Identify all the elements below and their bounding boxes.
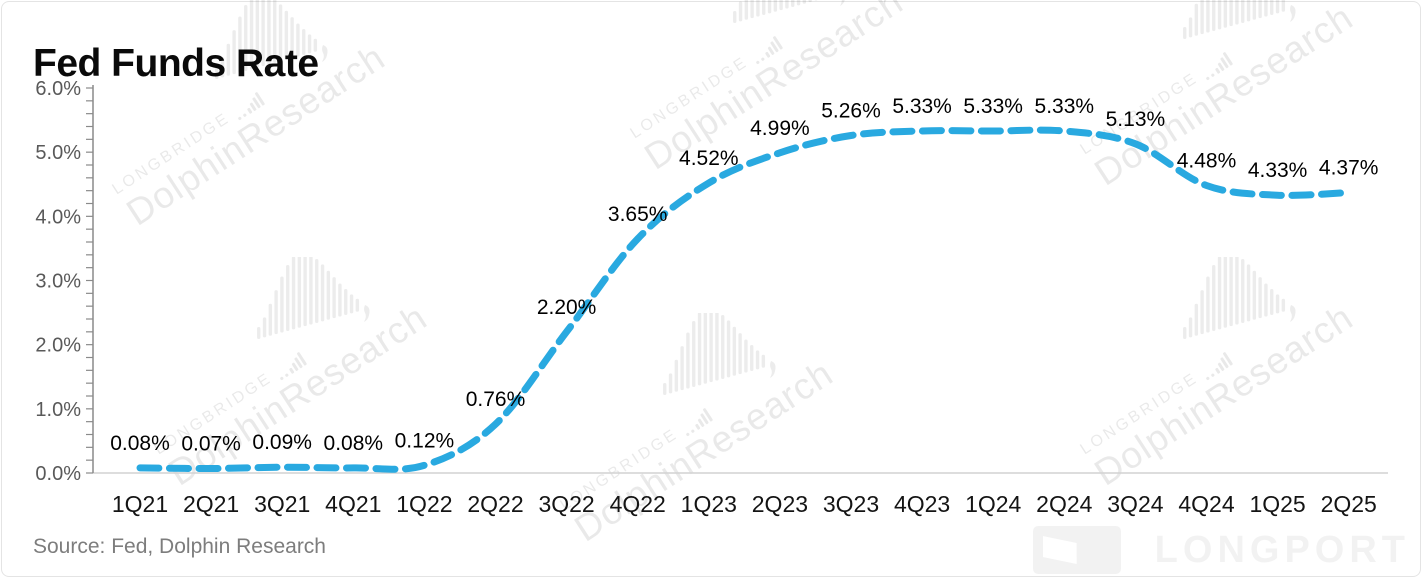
data-point-label: 0.12% bbox=[395, 429, 455, 452]
y-tick-label: 1.0% bbox=[35, 399, 81, 421]
x-tick-label: 4Q22 bbox=[610, 491, 666, 517]
x-tick-label: 2Q23 bbox=[752, 491, 808, 517]
x-tick-label: 1Q25 bbox=[1249, 491, 1305, 517]
data-point-label: 0.08% bbox=[324, 432, 384, 455]
x-tick-label: 1Q22 bbox=[396, 491, 452, 517]
data-point-label: 0.08% bbox=[110, 432, 170, 455]
data-point-label: 4.37% bbox=[1319, 157, 1379, 180]
data-point-label: 5.33% bbox=[1035, 95, 1095, 118]
y-tick-label: 2.0% bbox=[35, 335, 81, 357]
x-tick-label: 2Q24 bbox=[1036, 491, 1092, 517]
data-point-label: 0.09% bbox=[252, 431, 312, 454]
x-tick-label: 4Q21 bbox=[325, 491, 381, 517]
data-point-label: 5.33% bbox=[963, 95, 1023, 118]
y-tick-label: 3.0% bbox=[35, 271, 81, 293]
data-point-label: 5.13% bbox=[1106, 108, 1166, 131]
y-tick-label: 4.0% bbox=[35, 206, 81, 228]
x-tick-label: 3Q24 bbox=[1107, 491, 1163, 517]
y-tick-label: 0.0% bbox=[35, 463, 81, 485]
x-tick-label: 1Q23 bbox=[681, 491, 737, 517]
x-tick-label: 4Q23 bbox=[894, 491, 950, 517]
data-point-label: 3.65% bbox=[608, 203, 668, 226]
x-tick-label: 2Q25 bbox=[1321, 491, 1377, 517]
x-tick-label: 1Q21 bbox=[112, 491, 168, 517]
data-point-label: 4.52% bbox=[679, 147, 739, 170]
data-point-label: 4.48% bbox=[1177, 150, 1237, 173]
data-point-label: 4.33% bbox=[1248, 159, 1308, 182]
x-tick-label: 4Q24 bbox=[1178, 491, 1234, 517]
y-tick-label: 5.0% bbox=[35, 142, 81, 164]
x-tick-label: 3Q22 bbox=[538, 491, 594, 517]
data-point-label: 5.33% bbox=[892, 95, 952, 118]
x-tick-label: 3Q23 bbox=[823, 491, 879, 517]
data-point-label: 5.26% bbox=[821, 99, 881, 122]
data-point-label: 2.20% bbox=[537, 296, 597, 319]
x-tick-label: 2Q21 bbox=[183, 491, 239, 517]
x-tick-label: 2Q22 bbox=[467, 491, 523, 517]
data-point-label: 4.99% bbox=[750, 117, 810, 140]
source-note: Source: Fed, Dolphin Research bbox=[33, 535, 326, 558]
chart-title: Fed Funds Rate bbox=[33, 42, 319, 86]
fed-funds-rate-series-line bbox=[136, 126, 1353, 473]
y-tick-label: 6.0% bbox=[35, 78, 81, 100]
x-tick-label: 3Q21 bbox=[254, 491, 310, 517]
x-tick-label: 1Q24 bbox=[965, 491, 1021, 517]
data-point-label: 0.76% bbox=[466, 388, 526, 411]
data-point-label: 0.07% bbox=[181, 433, 241, 456]
